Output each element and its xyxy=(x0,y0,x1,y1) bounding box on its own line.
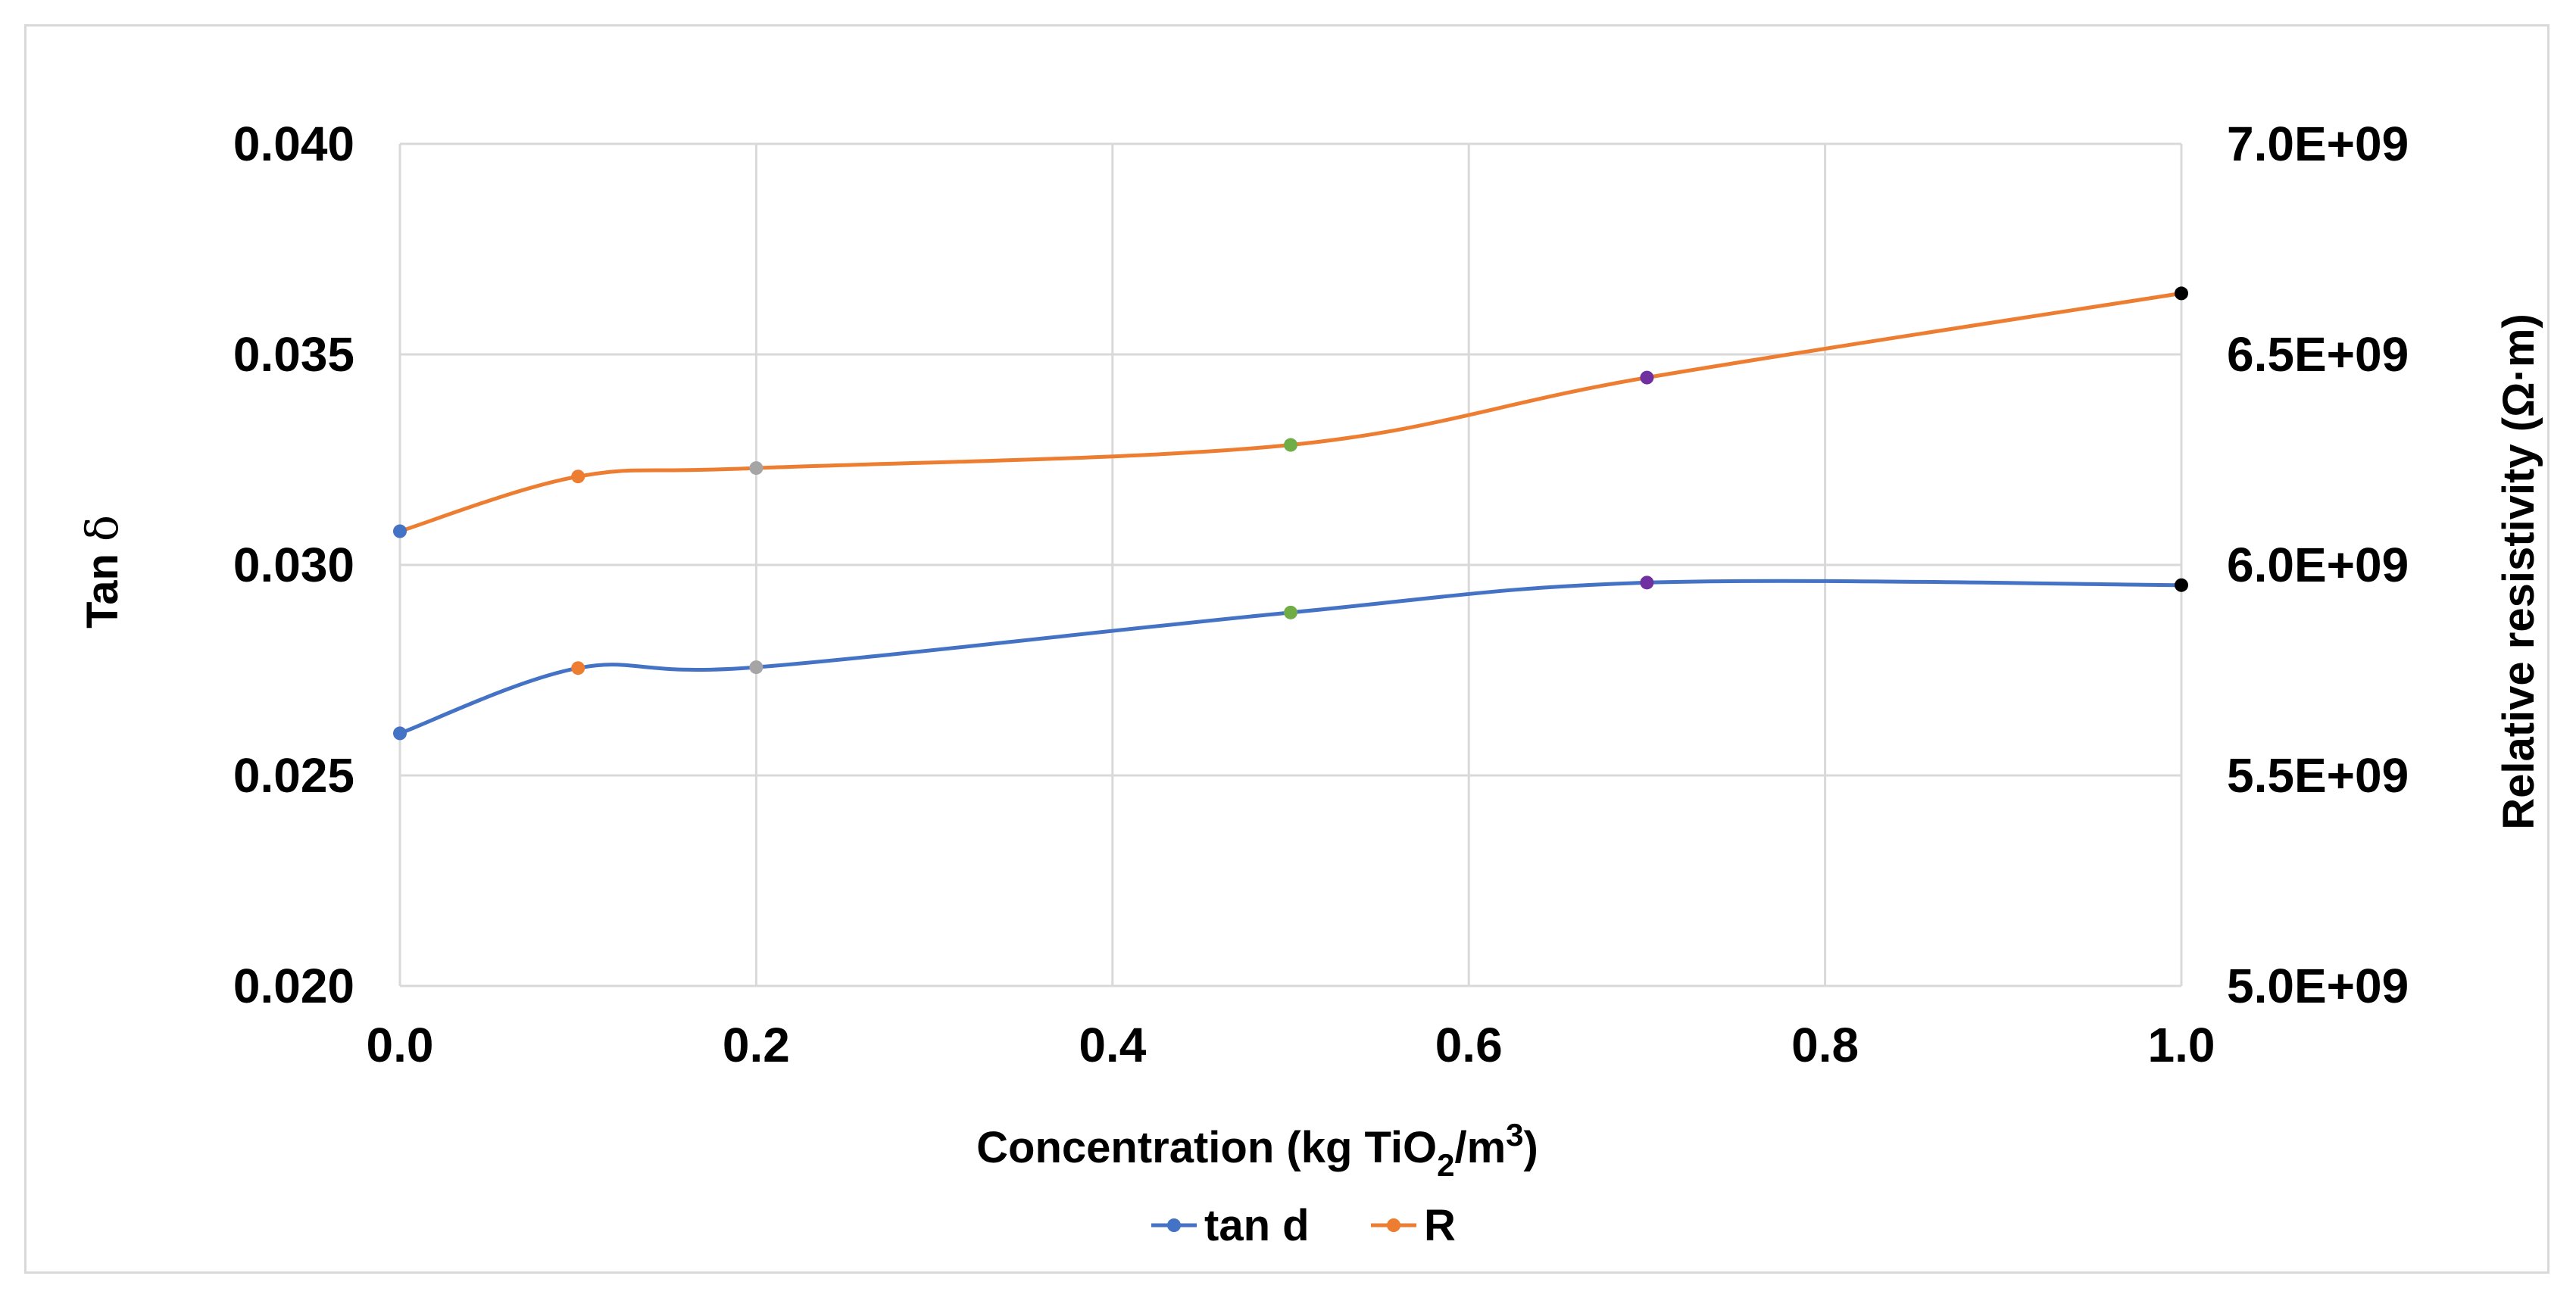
data-point-tan-d xyxy=(1284,605,1297,619)
x-tick-label: 1.0 xyxy=(2148,1018,2215,1072)
x-tick-label: 0.6 xyxy=(1435,1018,1503,1072)
legend-marker-tan-d xyxy=(1167,1218,1181,1232)
series-lines xyxy=(399,291,2182,735)
y-right-tick-label: 5.5E+09 xyxy=(2227,748,2409,803)
y-axis-left-title: Tan δ xyxy=(76,515,128,629)
series-line-tan-d xyxy=(399,579,2182,735)
x-tick-label: 0.4 xyxy=(1079,1018,1146,1072)
gridlines xyxy=(398,142,2183,987)
data-point-tan-d xyxy=(1640,576,1654,590)
y-left-tick-label: 0.025 xyxy=(233,748,354,803)
legend: tan d R xyxy=(1151,1201,1456,1250)
data-point-tan-d xyxy=(393,726,407,741)
y-right-tick-label: 6.0E+09 xyxy=(2227,538,2409,592)
legend-marker-r xyxy=(1387,1218,1400,1232)
x-tick-label: 0.0 xyxy=(367,1018,434,1072)
x-axis-title: Concentration (kg TiO2/m3) xyxy=(976,1117,1538,1183)
y-axis-right-title: Relative resistivity (Ω·m) xyxy=(2494,314,2543,830)
y-left-tick-label: 0.030 xyxy=(233,538,354,592)
data-point-r xyxy=(393,524,407,538)
data-point-r xyxy=(1640,370,1654,385)
legend-label-tan-d: tan d xyxy=(1204,1201,1310,1250)
tick-labels: 0.0 0.2 0.4 0.6 0.8 1.0 0.020 0.025 0.030 0.035 0.… xyxy=(233,117,2409,1072)
y-right-tick-label: 7.0E+09 xyxy=(2227,117,2409,171)
data-point-tan-d xyxy=(2175,578,2188,592)
data-point-tan-d xyxy=(571,661,585,675)
data-point-tan-d xyxy=(749,660,763,675)
data-point-r xyxy=(2175,286,2188,301)
data-point-r xyxy=(571,470,585,484)
data-point-r xyxy=(749,461,763,476)
y-right-tick-label: 6.5E+09 xyxy=(2227,327,2409,382)
series-line-r xyxy=(399,291,2182,533)
series-points xyxy=(393,286,2188,741)
chart-frame xyxy=(24,24,2549,1274)
y-left-tick-label: 0.020 xyxy=(233,959,354,1013)
x-tick-label: 0.2 xyxy=(723,1018,790,1072)
legend-label-r: R xyxy=(1424,1201,1456,1250)
x-tick-label: 0.8 xyxy=(1791,1018,1859,1072)
y-left-tick-label: 0.035 xyxy=(233,327,354,382)
y-left-tick-label: 0.040 xyxy=(233,117,354,171)
y-right-tick-label: 5.0E+09 xyxy=(2227,959,2409,1013)
data-point-r xyxy=(1284,438,1297,452)
